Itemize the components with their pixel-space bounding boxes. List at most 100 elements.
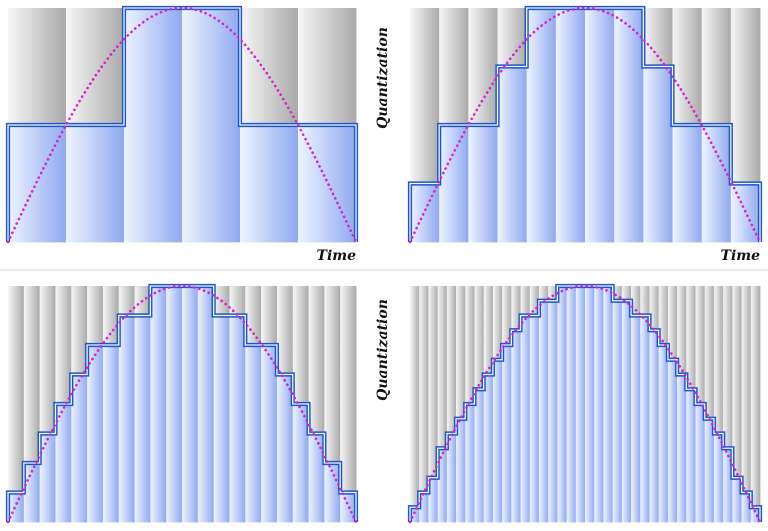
quantized-column [55,404,72,522]
grid-cell [39,345,56,375]
quantized-column [538,300,549,522]
grid-cell [410,345,420,361]
grid-cell [704,315,715,331]
grid-cell [465,359,475,375]
quantized-column [677,374,687,522]
grid-cell [538,286,549,302]
grid-cell [750,433,761,449]
grid-cell [750,374,761,390]
quantization-label-bottom: Quantization [375,299,391,401]
grid-cell [340,374,357,405]
grid-cell [502,330,512,346]
grid-cell [437,345,448,361]
grid-cell [465,300,475,316]
grid-cell [483,330,494,346]
grid-cell [8,404,25,434]
grid-cell [730,125,761,184]
quantized-column [557,286,567,522]
grid-cell [437,359,448,375]
grid-cell [428,345,439,361]
grid-cell [741,404,752,420]
grid-cell [474,300,485,316]
panel-16-levels [407,283,763,524]
grid-cell [732,463,742,479]
grid-cell [324,315,341,346]
grid-cell [631,286,641,302]
grid-cell [39,374,56,405]
grid-cell [750,404,761,420]
quantized-column [465,404,475,522]
quantized-column [575,286,586,522]
quantized-column [566,286,577,522]
grid-cell [428,448,439,464]
quantized-column [298,125,357,242]
grid-cell [428,315,439,331]
grid-cell [474,374,485,390]
grid-cell [713,404,724,420]
grid-cell [446,315,457,331]
grid-cell [677,300,687,316]
quantized-column [520,315,531,522]
grid-cell [419,345,429,361]
grid-cell [428,286,439,302]
grid-cell [324,374,341,405]
grid-cell [437,286,448,302]
grid-cell [419,315,429,331]
quantized-column [428,477,439,522]
quantized-column [102,345,120,522]
grid-cell [456,300,466,316]
quantized-column [213,315,230,522]
grid-cell [741,448,752,464]
grid-cell [492,286,503,302]
quantized-column [166,286,183,522]
grid-cell [474,345,485,361]
grid-cell [8,315,25,346]
quantized-column [261,345,278,522]
grid-cell [732,389,742,405]
grid-cell [410,492,420,508]
grid-cell [492,330,503,346]
quantized-column [8,492,25,522]
grid-cell [39,315,56,346]
grid-cell [474,359,485,375]
grid-cell [732,374,742,390]
grid-cell [741,477,752,493]
grid-cell [732,359,742,375]
grid-cell [667,286,678,302]
quantized-column [71,374,88,522]
grid-cell [741,330,752,346]
grid-cell [741,374,752,390]
grid-cell [410,315,420,331]
quantized-column [468,125,498,242]
quantized-column [39,433,56,522]
grid-cell [713,374,724,390]
grid-cell [324,433,341,464]
grid-cell [695,359,706,375]
grid-cell [102,286,120,316]
grid-cell [732,433,742,449]
quantized-column [419,492,429,522]
grid-cell [468,66,498,126]
quantized-column [658,345,669,522]
grid-cell [437,330,448,346]
grid-cell [292,286,309,316]
grid-cell [437,404,448,420]
grid-cell [695,330,706,346]
quantized-column [87,345,104,522]
grid-cell [261,315,278,346]
grid-cell [741,345,752,361]
grid-cell [704,286,715,302]
grid-cell [276,315,294,346]
grid-cell [340,433,357,464]
grid-cell [667,345,678,361]
grid-cell [658,315,669,331]
grid-cell [704,404,715,420]
grid-cell [732,345,742,361]
quantized-column [511,330,521,522]
grid-cell [437,300,448,316]
quantized-column [245,345,262,522]
grid-cell [686,345,696,361]
quantized-column [23,463,41,522]
grid-cell [677,359,687,375]
